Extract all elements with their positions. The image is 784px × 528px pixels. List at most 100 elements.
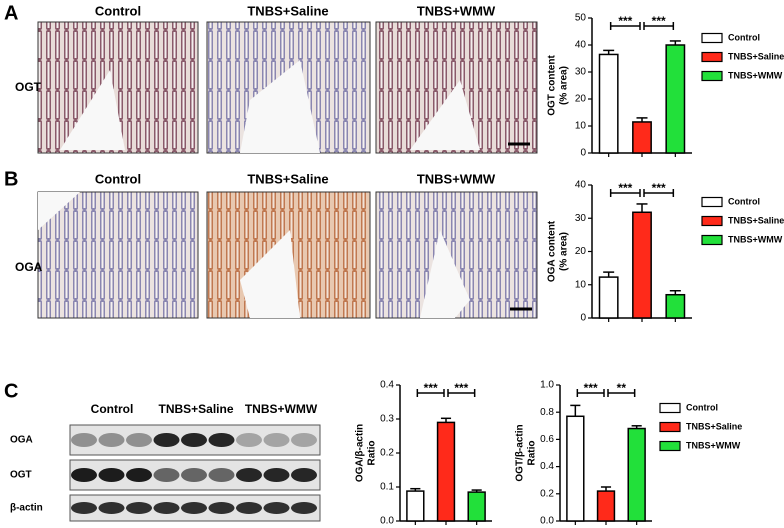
blot-band [98, 433, 125, 447]
y-tick-label: 20 [575, 94, 587, 105]
legend-label: Control [686, 402, 718, 412]
legend-swatch [701, 32, 723, 44]
significance-label: *** [584, 381, 598, 395]
y-tick-label: 0.0 [380, 516, 394, 527]
y-tick-label: 0.6 [540, 434, 554, 445]
legend-label: TNBS+WMW [728, 70, 783, 80]
y-axis-label: Ratio [527, 441, 538, 466]
bar [632, 121, 652, 154]
y-tick-label: 0.2 [380, 448, 394, 459]
legend-swatch [701, 51, 723, 63]
y-tick-label: 30 [575, 213, 587, 224]
legend-swatch [701, 70, 723, 82]
blot-band [236, 433, 262, 447]
y-axis-label: OGA/β-actin [355, 424, 366, 482]
y-axis-label: OGT/β-actin [515, 424, 526, 481]
legend-label: Control [728, 32, 760, 42]
bar [665, 44, 686, 154]
y-tick-label: 0 [580, 148, 586, 159]
legend-label: TNBS+Saline [686, 421, 742, 431]
legend-label: TNBS+WMW [686, 440, 741, 450]
blot-band [208, 468, 235, 482]
blot-row-label: OGA [10, 435, 33, 446]
blot-band [236, 468, 262, 482]
blot-band [153, 502, 180, 514]
blot-band [291, 433, 317, 447]
blot-band [291, 502, 317, 514]
column-label: TNBS+WMW [417, 3, 496, 18]
legend-swatch [659, 402, 681, 414]
blot-band [263, 468, 290, 482]
legend-swatch [701, 234, 723, 246]
blot-band [126, 433, 152, 447]
y-axis-label: (% area) [559, 232, 570, 271]
bar [596, 490, 616, 522]
significance-label: *** [618, 181, 632, 195]
significance-label: *** [424, 381, 438, 395]
micrographs [37, 21, 538, 319]
row-label: OGA [15, 260, 43, 274]
y-tick-label: 50 [575, 13, 587, 24]
y-tick-label: 0 [580, 313, 586, 324]
y-axis-label: OGA content [547, 220, 558, 282]
column-label: TNBS+Saline [247, 3, 328, 18]
column-label: Control [95, 3, 141, 18]
row-label: OGT [15, 80, 42, 94]
significance-label: *** [618, 14, 632, 28]
y-tick-label: 30 [575, 67, 587, 78]
blot-band [208, 433, 235, 447]
blot-band [263, 502, 290, 514]
lumen [60, 60, 480, 153]
bar [627, 427, 646, 522]
blot-band [153, 433, 180, 447]
column-label: Control [95, 171, 141, 186]
y-tick-label: 10 [575, 121, 587, 132]
blot-band [208, 502, 235, 514]
y-tick-label: 10 [575, 279, 587, 290]
bar [598, 53, 619, 154]
y-tick-label: 0.4 [540, 461, 554, 472]
y-tick-label: 0.3 [380, 414, 394, 425]
blot-row-label: β-actin [10, 503, 43, 514]
blot-band [71, 468, 97, 482]
labels: A Control TNBS+Saline TNBS+WMW OGT B Con… [4, 2, 496, 513]
bar [406, 490, 425, 522]
column-label: TNBS+Saline [247, 171, 328, 186]
blot-band [126, 468, 152, 482]
significance-label: *** [652, 14, 666, 28]
significance-label: *** [454, 381, 468, 395]
bar [598, 276, 619, 319]
blot-band [98, 468, 125, 482]
chart: 0.0 0.1 0.2 0.3 0.4 OGA/β-actin Ratio *** *** [355, 380, 492, 527]
bar [566, 415, 585, 522]
significance-label: ** [617, 381, 627, 395]
blot-band [181, 433, 207, 447]
blot-band [236, 502, 262, 514]
blot-band [98, 502, 125, 514]
bar [467, 491, 486, 522]
panel-letter: B [4, 168, 18, 190]
legend-swatch [701, 196, 723, 208]
column-label: TNBS+WMW [417, 171, 496, 186]
legend-label: TNBS+WMW [728, 234, 783, 244]
y-tick-label: 40 [575, 40, 587, 51]
legend-label: Control [728, 196, 760, 206]
blot-band [71, 433, 97, 447]
y-tick-label: 0.2 [540, 488, 554, 499]
blot-band [181, 502, 207, 514]
blot-band [291, 468, 317, 482]
legend-swatch [659, 440, 681, 452]
legend-label: TNBS+Saline [728, 51, 784, 61]
legend-swatch [701, 215, 723, 227]
blot-band [263, 433, 290, 447]
panel-letter: C [4, 380, 18, 402]
chart: 0 10 20 30 40 50 OGT content (% area) *** *** Cont… [547, 13, 784, 159]
blot-band [181, 468, 207, 482]
chart: 0 10 20 30 40 OGA content (% area) *** *** Contro… [547, 180, 784, 324]
micrograph [37, 191, 199, 319]
group-label: TNBS+Saline [158, 402, 233, 416]
y-axis-label: Ratio [367, 441, 378, 466]
y-tick-label: 0.4 [380, 380, 394, 391]
y-tick-label: 0.8 [540, 407, 554, 418]
